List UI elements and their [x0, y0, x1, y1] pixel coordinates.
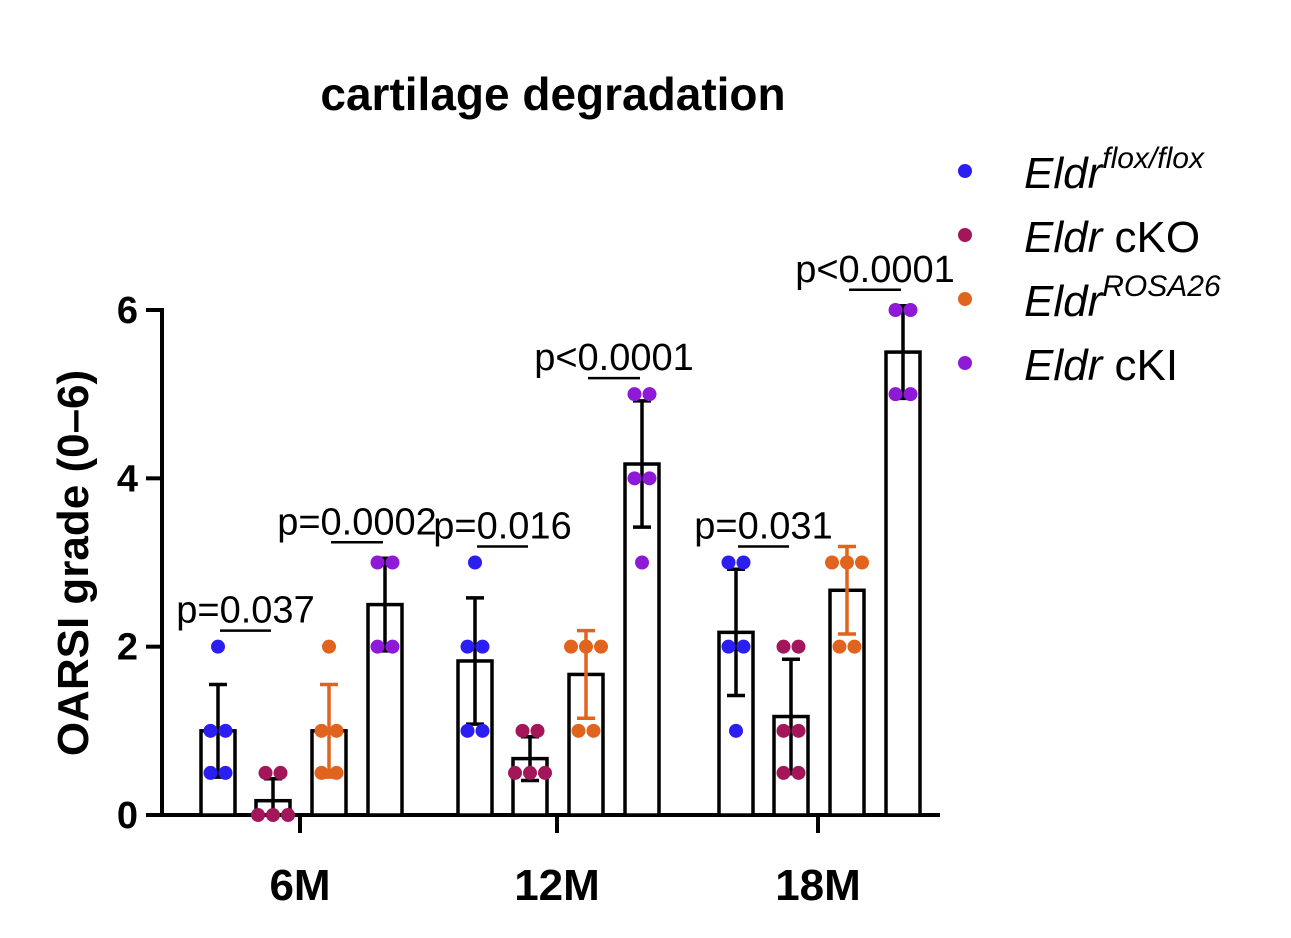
- data-point: [642, 387, 657, 402]
- data-point: [586, 723, 601, 738]
- data-point: [627, 471, 642, 486]
- data-point: [791, 765, 806, 780]
- data-point: [791, 639, 806, 654]
- legend-label: Eldr cKO: [1024, 213, 1200, 262]
- data-point: [460, 639, 475, 654]
- data-point: [203, 723, 218, 738]
- data-point: [314, 723, 329, 738]
- y-tick-label: 4: [117, 458, 138, 500]
- data-point: [627, 387, 642, 402]
- data-point: [251, 808, 265, 822]
- data-point: [266, 808, 280, 822]
- legend-superscript: ROSA26: [1102, 270, 1221, 303]
- p-value-label: p<0.0001: [795, 249, 955, 291]
- legend-label: EldrROSA26: [1024, 270, 1221, 326]
- data-point: [579, 639, 593, 654]
- legend-marker: [958, 228, 972, 242]
- data-point: [475, 639, 490, 654]
- data-point: [903, 387, 918, 402]
- data-point: [564, 639, 578, 654]
- data-point: [594, 639, 608, 654]
- data-point: [635, 555, 649, 570]
- legend-suffix: cKO: [1102, 213, 1200, 262]
- y-tick-label: 0: [117, 795, 138, 837]
- data-point: [888, 387, 903, 402]
- data-point: [370, 555, 385, 570]
- legend-suffix: cKI: [1102, 341, 1178, 390]
- x-category-label: 12M: [514, 861, 600, 910]
- data-point: [329, 723, 344, 738]
- data-point: [385, 555, 400, 570]
- x-category-label: 6M: [269, 861, 330, 910]
- data-point: [855, 555, 869, 570]
- data-point: [832, 639, 847, 654]
- p-value-label: p=0.037: [176, 590, 314, 632]
- data-point: [329, 765, 344, 780]
- data-point: [903, 303, 918, 317]
- data-point: [523, 765, 537, 780]
- y-tick-label: 6: [117, 290, 138, 332]
- data-point: [203, 765, 218, 780]
- p-value-label: p=0.0002: [277, 501, 437, 543]
- y-tick-label: 2: [117, 627, 138, 669]
- data-point: [776, 639, 791, 654]
- p-value-label: p=0.016: [433, 506, 571, 548]
- legend-marker: [958, 292, 972, 306]
- legend-name: Eldr: [1024, 277, 1105, 326]
- data-point: [385, 639, 400, 654]
- data-point: [538, 765, 552, 780]
- data-point: [571, 723, 586, 738]
- data-point: [776, 765, 791, 780]
- data-point: [721, 555, 736, 570]
- data-point: [847, 639, 862, 654]
- data-point: [888, 303, 903, 317]
- data-point: [281, 808, 295, 822]
- legend-superscript: flox/flox: [1102, 142, 1205, 175]
- data-point: [736, 639, 751, 654]
- legend-marker: [958, 356, 972, 370]
- data-point: [736, 555, 751, 570]
- data-point: [475, 723, 490, 738]
- chart-title: cartilage degradation: [320, 68, 785, 120]
- data-point: [721, 639, 736, 654]
- data-point: [776, 723, 791, 738]
- p-value-label: p=0.031: [694, 506, 832, 548]
- data-point: [370, 639, 385, 654]
- data-point: [515, 723, 530, 738]
- data-point: [273, 765, 288, 780]
- data-point: [642, 471, 657, 486]
- data-point: [729, 723, 743, 738]
- legend-name: Eldr: [1024, 341, 1105, 390]
- legend-name: Eldr: [1024, 213, 1105, 262]
- data-point: [825, 555, 839, 570]
- data-point: [840, 555, 854, 570]
- data-point: [460, 723, 475, 738]
- legend-marker: [958, 164, 972, 178]
- x-category-label: 18M: [775, 861, 861, 910]
- data-point: [468, 555, 482, 570]
- data-point: [218, 723, 233, 738]
- legend-name: Eldr: [1024, 149, 1105, 198]
- data-point: [791, 723, 806, 738]
- data-point: [258, 765, 273, 780]
- data-point: [211, 639, 225, 654]
- bar: [884, 350, 922, 817]
- data-point: [322, 639, 336, 654]
- data-point: [314, 765, 329, 780]
- y-axis-label: OARSI grade (0–6): [49, 370, 98, 756]
- legend-label: Eldr cKI: [1024, 341, 1178, 390]
- data-point: [530, 723, 545, 738]
- legend-label: Eldrflox/flox: [1024, 142, 1205, 198]
- data-point: [508, 765, 522, 780]
- data-point: [218, 765, 233, 780]
- p-value-label: p<0.0001: [534, 337, 694, 379]
